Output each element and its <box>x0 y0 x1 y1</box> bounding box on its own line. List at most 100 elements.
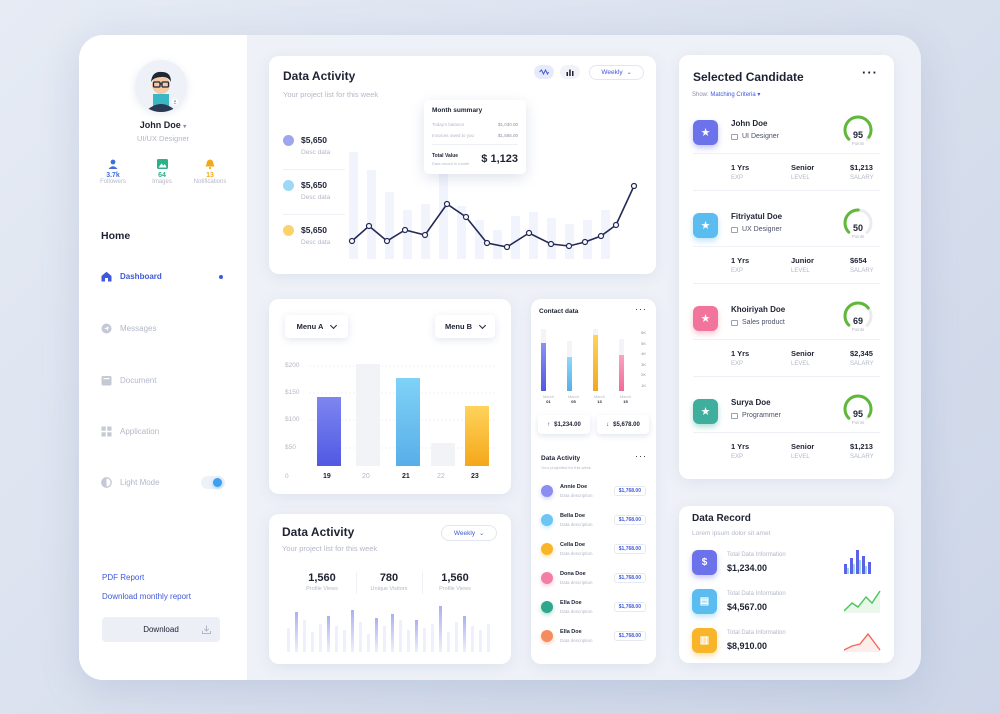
dollar-icon: $ <box>692 550 717 575</box>
record-value: $4,567.00 <box>727 602 768 612</box>
stat-notifications[interactable]: 13 Notifications <box>187 159 233 185</box>
list-item[interactable]: Cella Doe Data description $1,768.00 <box>531 540 656 564</box>
score-label: Points <box>851 327 865 332</box>
more-icon[interactable]: ··· <box>862 65 878 80</box>
period-select[interactable]: Weekly ⌄ <box>589 65 644 80</box>
candidate-level: Junior <box>791 256 814 265</box>
list-item[interactable]: Dona Doe Data description $1,768.00 <box>531 569 656 593</box>
candidate-score: 95 <box>852 130 863 140</box>
candidate-role: UI Designer <box>731 133 779 140</box>
period-select[interactable]: Weekly ⌄ <box>441 525 497 541</box>
candidate-name: Fitriyatul Doe <box>731 212 783 221</box>
record-sparkline <box>844 632 881 652</box>
chevron-down-icon: ⌄ <box>479 530 485 537</box>
score-gauge <box>843 301 873 331</box>
expense-down-box[interactable]: ↓ $5,678.00 <box>597 415 649 434</box>
stat-images[interactable]: 64 Images <box>140 159 184 185</box>
card-subtitle: Your project list for this week <box>282 544 378 553</box>
income-up-box[interactable]: ↑ $1,234.00 <box>538 415 590 434</box>
person-desc: Data description <box>560 609 593 614</box>
candidate-item[interactable]: ★ John Doe UI Designer 95 Points 1 Yrs E… <box>679 115 894 207</box>
list-item[interactable]: Ella Doe Data description $1,768.00 <box>531 627 656 651</box>
star-icon: ★ <box>693 120 718 145</box>
profile-name[interactable]: John Doe ▾ <box>79 120 247 130</box>
download-monthly-link[interactable]: Download monthly report <box>102 592 191 601</box>
toggle-knob <box>213 478 222 487</box>
divider <box>693 246 880 247</box>
more-icon[interactable]: ··· <box>635 304 647 314</box>
sidebar-item-messages[interactable]: Messages <box>101 323 156 334</box>
nav-heading: Home <box>101 230 131 242</box>
list-item[interactable]: Ella Doe Data description $1,768.00 <box>531 598 656 622</box>
person-amount: $1,768.00 <box>613 631 646 641</box>
views-stat: 780 Unique Visitors <box>370 572 408 592</box>
person-name: Annie Doe <box>560 484 588 490</box>
record-item[interactable]: ▥ Total Data Information $8,910.00 <box>679 628 894 662</box>
person-name: Ella Doe <box>560 600 582 606</box>
star-icon: ★ <box>693 306 718 331</box>
sidebar-item-label: Messages <box>120 324 157 333</box>
person-dot <box>541 514 553 526</box>
light-mode-toggle[interactable] <box>201 476 225 489</box>
x-label: March 15 <box>619 394 632 404</box>
x-label: March 13 <box>593 394 606 404</box>
sidebar-item-label: Application <box>120 427 160 436</box>
y-tick-label: $200 <box>285 362 300 369</box>
x-label: March 05 <box>567 394 580 404</box>
record-sparkline <box>844 590 881 613</box>
legend-dot <box>283 225 294 236</box>
line-view-button[interactable] <box>534 65 554 79</box>
briefcase-icon <box>731 226 738 233</box>
active-indicator-dot <box>219 275 223 279</box>
bar-view-button[interactable] <box>560 65 580 79</box>
avatar[interactable] <box>135 60 187 112</box>
sidebar-item-application[interactable]: Application <box>101 426 159 437</box>
record-item[interactable]: $ Total Data Information $1,234.00 <box>679 550 894 584</box>
candidate-item[interactable]: ★ Fitriyatul Doe UX Designer 50 Points 1… <box>679 208 894 300</box>
wave-icon <box>539 69 549 75</box>
person-dot <box>541 572 553 584</box>
menu-a-dropdown[interactable]: Menu A <box>285 315 348 338</box>
card-title: Data Record <box>692 513 751 524</box>
bell-icon <box>205 159 215 169</box>
record-label: Total Data Information <box>727 552 786 558</box>
sidebar-item-dashboard[interactable]: Dashboard <box>101 271 162 282</box>
sidebar-item-light-mode[interactable]: Light Mode <box>101 477 160 488</box>
card-subtitle: Your project list for this week <box>283 90 379 99</box>
candidate-level: Senior <box>791 163 815 172</box>
sidebar-item-document[interactable]: Document <box>101 375 156 386</box>
menu-b-dropdown[interactable]: Menu B <box>435 315 495 338</box>
candidate-score: 69 <box>852 316 863 326</box>
candidate-role: Programmer <box>731 412 781 419</box>
pdf-report-link[interactable]: PDF Report <box>102 573 145 582</box>
card-title: Selected Candidate <box>693 70 804 84</box>
divider <box>283 214 345 215</box>
home-icon <box>101 271 112 282</box>
y-tick-label: $100 <box>285 416 300 423</box>
list-item[interactable]: Bella Doe Data description $1,768.00 <box>531 511 656 535</box>
person-name: Bella Doe <box>560 513 586 519</box>
candidate-exp: 1 Yrs <box>731 349 750 358</box>
more-icon[interactable]: ··· <box>635 451 647 461</box>
person-name: Cella Doe <box>560 542 586 548</box>
star-icon: ★ <box>693 213 718 238</box>
download-button[interactable]: Download <box>102 617 220 642</box>
views-stat: 1,560 Profile Views <box>306 572 338 592</box>
candidate-name: John Doe <box>731 119 768 128</box>
candidate-item[interactable]: ★ Surya Doe Programmer 95 Points 1 Yrs E… <box>679 394 894 486</box>
chevron-down-icon: ▾ <box>183 124 187 130</box>
list-item[interactable]: Annie Doe Data description $1,768.00 <box>531 482 656 506</box>
person-amount: $1,768.00 <box>613 602 646 612</box>
person-amount: $1,768.00 <box>613 573 646 583</box>
record-item[interactable]: ▤ Total Data Information $4,567.00 <box>679 589 894 623</box>
menu-bar-chart <box>309 364 495 466</box>
score-gauge <box>843 208 873 238</box>
person-desc: Data description <box>560 493 593 498</box>
stat-followers[interactable]: 3.7k Followers <box>91 159 135 185</box>
matching-criteria-filter[interactable]: Show: Matching Criteria ▾ <box>692 92 761 98</box>
person-amount: $1,768.00 <box>613 544 646 554</box>
data-record-card: Data Record Lorem ipsum dolor sit amet $… <box>679 506 894 663</box>
arrow-down-icon: ↓ <box>606 421 610 428</box>
money-icon: ▤ <box>692 589 717 614</box>
candidate-item[interactable]: ★ Khoiriyah Doe Sales product 69 Points … <box>679 301 894 393</box>
